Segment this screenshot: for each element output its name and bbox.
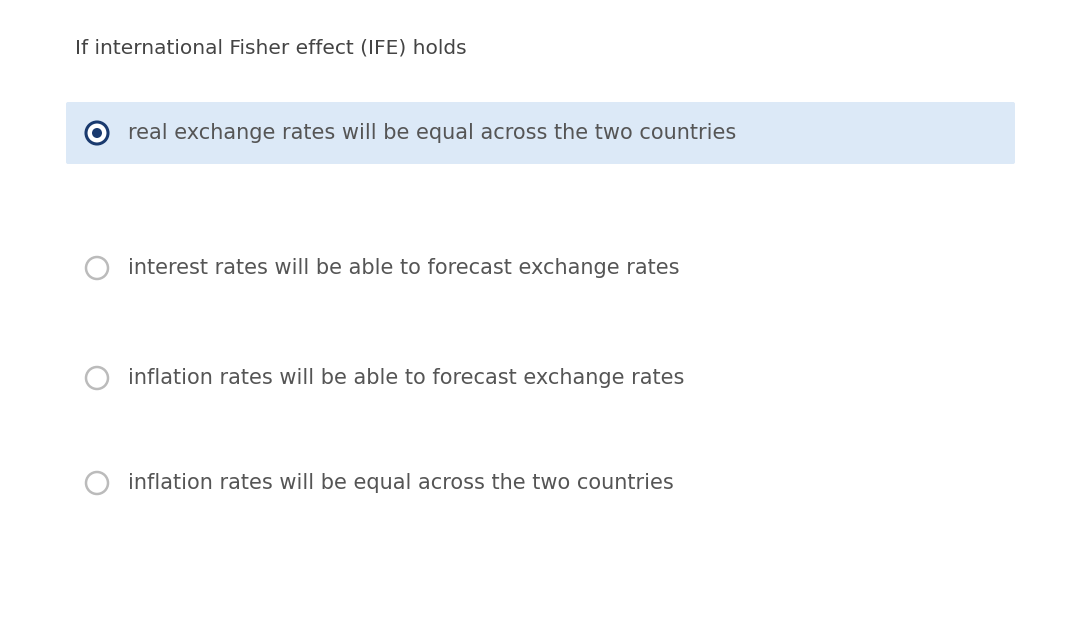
- Text: inflation rates will be able to forecast exchange rates: inflation rates will be able to forecast…: [129, 368, 685, 388]
- Text: real exchange rates will be equal across the two countries: real exchange rates will be equal across…: [129, 123, 737, 143]
- Circle shape: [86, 472, 108, 494]
- Circle shape: [86, 367, 108, 389]
- Circle shape: [92, 128, 102, 138]
- Text: inflation rates will be equal across the two countries: inflation rates will be equal across the…: [129, 473, 674, 493]
- Circle shape: [86, 257, 108, 279]
- Circle shape: [86, 122, 108, 144]
- Text: If international Fisher effect (IFE) holds: If international Fisher effect (IFE) hol…: [75, 39, 467, 57]
- FancyBboxPatch shape: [66, 102, 1015, 164]
- Text: interest rates will be able to forecast exchange rates: interest rates will be able to forecast …: [129, 258, 679, 278]
